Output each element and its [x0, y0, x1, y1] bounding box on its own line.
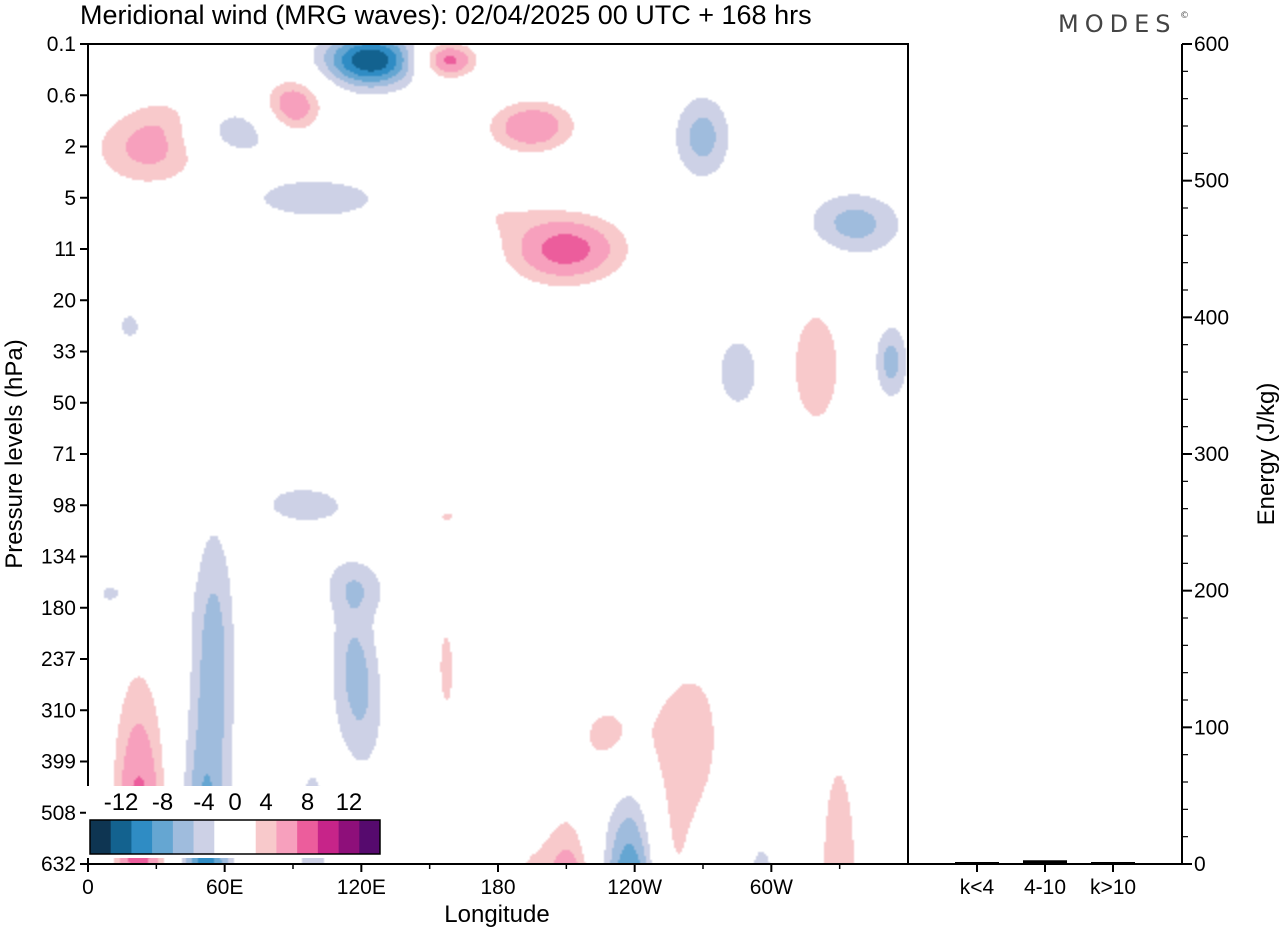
- energy-tick-label: 0: [1194, 853, 1206, 876]
- energy-category-label: k>10: [1090, 876, 1136, 899]
- colorbar-label: 4: [259, 789, 272, 816]
- energy-tick-label: 400: [1194, 306, 1229, 329]
- colorbar: -12 -8 -4 0 4 8 12: [86, 786, 384, 858]
- energy-category-label: 4-10: [1024, 876, 1066, 899]
- pressure-tick-label: 20: [53, 289, 76, 312]
- longitude-axis: 0 60E 120E 180 120W 60W: [82, 864, 841, 899]
- energy-tick-label: 600: [1194, 33, 1229, 56]
- y-axis-title: Pressure levels (hPa): [1, 339, 28, 568]
- pressure-tick-label: 399: [41, 751, 76, 774]
- pressure-tick-label: 5: [64, 187, 76, 210]
- chart-title: Meridional wind (MRG waves): 02/04/2025 …: [80, 0, 812, 30]
- colorbar-swatch: [172, 820, 194, 854]
- longitude-tick-label: 180: [480, 876, 515, 899]
- colorbar-label: -12: [104, 789, 139, 816]
- colorbar-swatch: [131, 820, 153, 854]
- pressure-axis: 0.1 0.6 2 5 11 20 33 50 71 98 134 180 237 310 399 508 63…: [41, 33, 88, 876]
- pressure-tick-label: 310: [41, 699, 76, 722]
- longitude-tick-label: 120W: [607, 876, 662, 899]
- pressure-tick-label: 50: [53, 392, 76, 415]
- pressure-tick-label: 134: [41, 546, 76, 569]
- longitude-tick-label: 60E: [206, 876, 243, 899]
- pressure-tick-label: 71: [53, 443, 76, 466]
- energy-category-label: k<4: [960, 876, 995, 899]
- longitude-tick-label: 120E: [337, 876, 386, 899]
- colorbar-label: -4: [193, 789, 214, 816]
- pressure-tick-label: 98: [53, 494, 76, 517]
- colorbar-swatch: [214, 820, 236, 854]
- colorbar-label: 8: [301, 789, 314, 816]
- energy-tick-label: 200: [1194, 580, 1229, 603]
- colorbar-swatch: [152, 820, 174, 854]
- pressure-tick-label: 180: [41, 597, 76, 620]
- colorbar-swatch: [90, 820, 112, 854]
- pressure-tick-label: 632: [41, 853, 76, 876]
- colorbar-swatch: [359, 820, 381, 854]
- pressure-tick-label: 33: [53, 341, 76, 364]
- colorbar-label: 0: [228, 789, 241, 816]
- heatmap-plot: [87, 43, 909, 865]
- colorbar-frame: [89, 819, 381, 855]
- energy-tick-label: 500: [1194, 170, 1229, 193]
- colorbar-swatch: [276, 820, 298, 854]
- energy-tick-label: 100: [1194, 716, 1229, 739]
- colorbar-swatch: [193, 820, 215, 854]
- energy-bar: [955, 862, 999, 864]
- brand-mark: ©: [1180, 11, 1189, 21]
- pressure-tick-label: 237: [41, 648, 76, 671]
- colorbar-swatch: [255, 820, 277, 854]
- energy-bar-chart: 0 100 200 300 400 500 600 k<4 4-10 k>10 Energy (…: [907, 33, 1280, 899]
- energy-bar: [1091, 862, 1135, 864]
- energy-bar: [1023, 860, 1067, 864]
- colorbar-label: 12: [336, 789, 363, 816]
- colorbar-swatch: [297, 820, 319, 854]
- pressure-tick-label: 2: [64, 136, 76, 159]
- colorbar-swatch: [235, 820, 257, 854]
- longitude-tick-label: 0: [82, 876, 94, 899]
- pressure-tick-label: 11: [54, 238, 76, 261]
- energy-axis-title: Energy (J/kg): [1253, 383, 1280, 526]
- pressure-tick-label: 0.6: [47, 84, 76, 107]
- heatmap-field: [88, 44, 908, 864]
- pressure-tick-label: 508: [41, 802, 76, 825]
- longitude-tick-label: 60W: [750, 876, 793, 899]
- colorbar-swatch: [338, 820, 360, 854]
- energy-tick-label: 300: [1194, 443, 1229, 466]
- brand-logo: MODES: [1058, 10, 1176, 38]
- colorbar-swatch: [317, 820, 339, 854]
- colorbar-swatch: [110, 820, 132, 854]
- colorbar-label: -8: [152, 789, 173, 816]
- pressure-tick-label: 0.1: [47, 33, 76, 56]
- x-axis-title: Longitude: [444, 901, 549, 928]
